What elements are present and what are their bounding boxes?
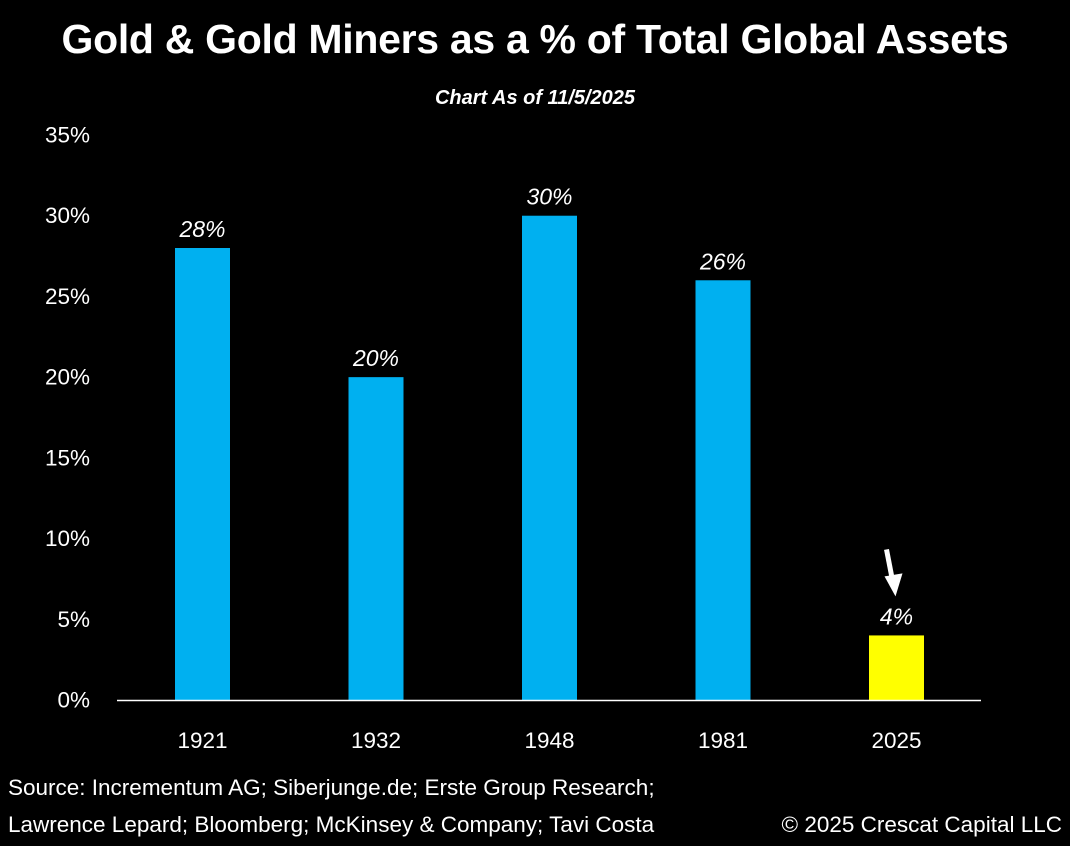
y-tick-label: 25% — [45, 284, 90, 309]
arrow-shaft — [884, 548, 895, 581]
bar-1932 — [348, 377, 404, 700]
bar-1981 — [695, 280, 751, 700]
arrow-head — [884, 573, 903, 597]
y-tick-label: 10% — [45, 526, 90, 551]
data-label-1948: 30% — [526, 184, 572, 210]
x-tick-label: 2025 — [871, 728, 921, 753]
x-tick-label: 1921 — [177, 728, 227, 753]
annotation — [884, 548, 903, 597]
x-tick-label: 1932 — [351, 728, 401, 753]
chart-subtitle: Chart As of 11/5/2025 — [434, 87, 636, 109]
data-label-1981: 26% — [699, 248, 746, 274]
y-tick-label: 35% — [45, 123, 90, 148]
y-axis: 0% 5% 10% 15% 20% 25% 30% 35% — [45, 123, 90, 713]
y-tick-label: 15% — [45, 445, 90, 470]
y-tick-label: 30% — [45, 203, 90, 228]
bar-2025 — [869, 635, 924, 700]
y-tick-label: 5% — [57, 607, 90, 632]
chart-title: Gold & Gold Miners as a % of Total Globa… — [61, 16, 1009, 62]
data-labels: 28% 20% 30% 26% 4% — [178, 184, 913, 630]
y-tick-label: 0% — [57, 688, 90, 713]
y-tick-label: 20% — [45, 365, 90, 390]
bar-1921 — [175, 248, 230, 700]
data-label-2025: 4% — [880, 603, 913, 629]
x-tick-label: 1948 — [524, 728, 574, 753]
x-axis: 1921 1932 1948 1981 2025 — [117, 699, 981, 753]
copyright-text: © 2025 Crescat Capital LLC — [781, 812, 1062, 837]
bar-1948 — [522, 215, 577, 700]
x-tick-label: 1981 — [698, 728, 748, 753]
data-label-1921: 28% — [178, 216, 225, 242]
source-text-line2: Lawrence Lepard; Bloomberg; McKinsey & C… — [8, 812, 655, 837]
source-text-line1: Source: Incrementum AG; Siberjunge.de; E… — [8, 775, 655, 800]
bars — [175, 215, 924, 700]
data-label-1932: 20% — [352, 345, 399, 371]
